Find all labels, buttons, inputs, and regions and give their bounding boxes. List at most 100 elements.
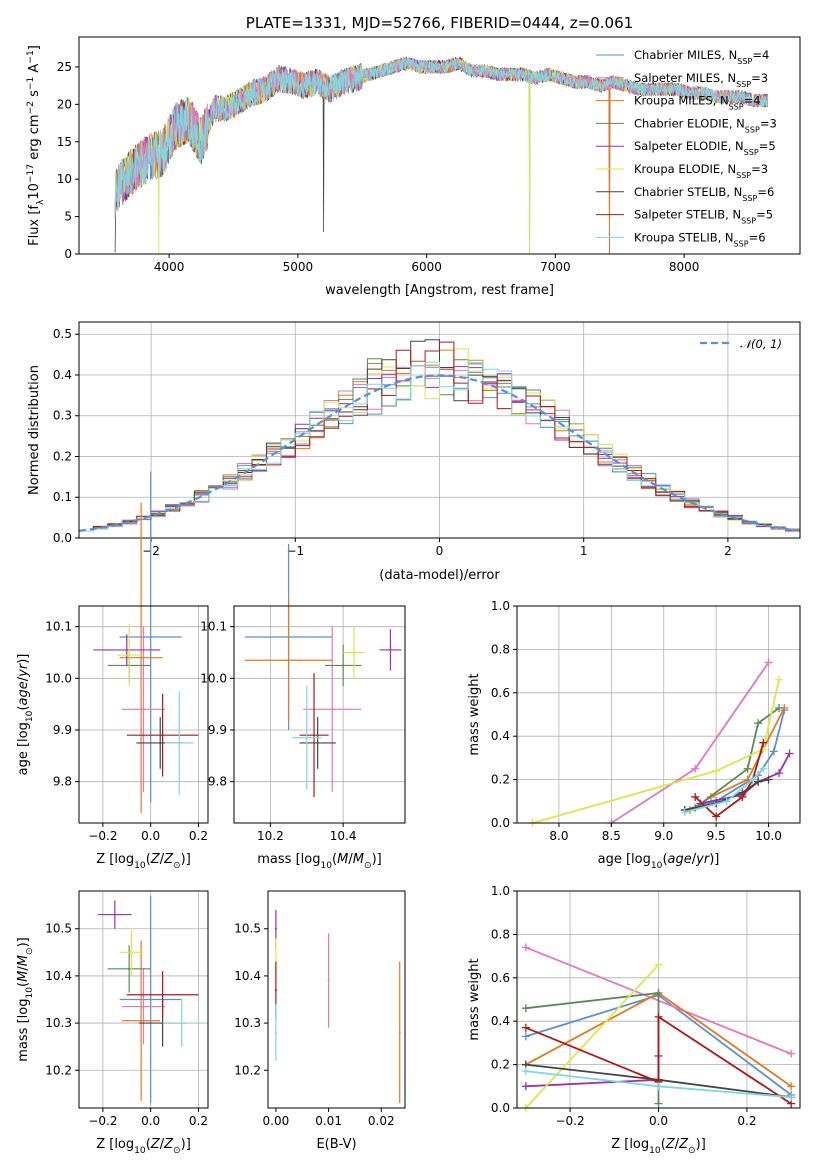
y-tick-label: 25: [57, 60, 72, 74]
y-tick-label: 10.4: [45, 969, 72, 983]
axes-frame: [233, 605, 406, 824]
y-axis-label: Normed distribution: [27, 365, 42, 495]
y-tick-label: 0.4: [491, 729, 510, 743]
text-part: )]: [372, 852, 382, 867]
y-tick-label: 0.2: [491, 773, 510, 787]
x-tick-label: 2: [724, 544, 732, 558]
y-tick-label: 15: [57, 135, 72, 149]
y-tick-label: 0.4: [53, 368, 72, 382]
text-part: SSP: [729, 102, 744, 111]
weight-marker: [712, 812, 721, 821]
text-part: =4: [744, 94, 761, 108]
x-tick-label: 0.01: [315, 1114, 342, 1128]
y-tick-label: 10.4: [234, 969, 261, 983]
text-part: yr: [16, 662, 31, 678]
y-tick-label: 0.8: [491, 927, 510, 941]
weight-marker: [654, 1082, 663, 1091]
x-tick-label: 0.0: [141, 829, 160, 843]
histogram-7: [79, 339, 800, 532]
text-part: mass [log: [257, 852, 320, 867]
x-tick-label: 0.2: [189, 1114, 208, 1128]
text-part: (: [332, 852, 337, 867]
plot-area-mass-vs-ebv: [274, 909, 401, 1104]
weight-marker: [654, 988, 663, 997]
text-part: /: [160, 1137, 165, 1152]
normal-curve: [78, 374, 798, 532]
y-tick-label: 10.5: [45, 922, 72, 936]
y-tick-label: 0.0: [491, 816, 510, 830]
text-part: −1: [26, 50, 36, 63]
legend-label: Chabrier ELODIE, NSSP=3: [634, 116, 777, 133]
text-part: /: [160, 852, 165, 867]
text-part: 10: [320, 861, 332, 871]
axes-frame: [516, 605, 801, 824]
text-part: λ: [36, 199, 46, 205]
x-tick-label: 10.2: [257, 829, 284, 843]
y-tick-label: 0.3: [53, 409, 72, 423]
axes-mass-vs-Z: −0.2 0.0 0.210.210.310.410.5Z [log10(Z/Z⊙)…: [16, 890, 209, 1156]
text-part: SSP: [734, 239, 749, 248]
weight-marker: [521, 1082, 530, 1091]
y-tick-label: 0.8: [491, 642, 510, 656]
data-point: [313, 734, 316, 737]
data-point: [149, 636, 152, 638]
text-part: /: [692, 852, 697, 867]
x-tick-label: 0.2: [189, 829, 208, 843]
data-point: [327, 979, 330, 982]
text-part: ⊙: [173, 1146, 181, 1156]
x-tick-label: 0: [436, 544, 444, 558]
text-part: Z: [150, 852, 161, 867]
y-tick-label: 1.0: [491, 884, 510, 898]
data-point: [305, 736, 308, 739]
text-part: Chabrier STELIB, N: [634, 185, 742, 199]
text-part: −1: [26, 77, 36, 90]
weight-marker: [691, 792, 700, 801]
data-point: [142, 1005, 145, 1008]
weight-marker: [775, 769, 784, 778]
data-point: [128, 654, 131, 657]
text-part: /: [16, 966, 31, 971]
text-part: Salpeter ELODIE, N: [634, 139, 744, 153]
text-part: =4: [752, 48, 769, 62]
weight-marker: [769, 747, 778, 756]
legend-label: Chabrier STELIB, NSSP=6: [634, 185, 774, 203]
x-tick-label: 0.0: [649, 1114, 668, 1128]
axes-age-vs-Z: −0.2 0.0 0.29.89.910.010.1Z [log10(Z/Z⊙)]a…: [16, 471, 209, 871]
data-point: [113, 913, 116, 916]
text-part: age: [668, 852, 692, 867]
data-point: [342, 664, 345, 667]
text-part: SSP: [741, 216, 756, 225]
text-part: (: [661, 1137, 666, 1152]
weight-marker: [759, 764, 768, 773]
x-axis-label: Z [log10(Z/Z⊙)]: [96, 852, 191, 871]
text-part: Z: [150, 1137, 161, 1152]
y-tick-label: 0.0: [53, 531, 72, 545]
y-tick-label: 10.2: [234, 1063, 261, 1077]
text-part: Z: [163, 852, 174, 867]
text-part: ⊙: [688, 1146, 696, 1156]
y-tick-label: 9.8: [208, 775, 227, 789]
text-part: 10: [651, 861, 663, 871]
x-tick-label: 0.02: [368, 1114, 395, 1128]
x-axis-label: E(B-V): [316, 1137, 356, 1152]
text-part: SSP: [745, 125, 760, 134]
weight-marker: [775, 703, 784, 712]
text-part: s: [27, 90, 42, 101]
text-part: (: [16, 982, 31, 987]
chart-title: PLATE=1331, MJD=52766, FIBERID=0444, z=0…: [246, 14, 633, 32]
y-tick-label: 0.6: [491, 971, 510, 985]
text-part: ]: [27, 45, 42, 50]
text-part: 10: [134, 1146, 146, 1156]
legend-label: 𝒩(0, 1): [740, 337, 782, 351]
weight-marker: [764, 658, 773, 667]
x-axis-label: (data-model)/error: [379, 568, 500, 583]
text-part: Z: [678, 1137, 689, 1152]
text-part: ⊙: [173, 861, 181, 871]
axes-mass-vs-ebv: 0.00 0.01 0.02 10.2 10.3 10.4 10.5 E(B-V): [234, 890, 406, 1152]
text-part: age [log: [598, 852, 651, 867]
weight-line-8: [525, 1015, 792, 1105]
text-part: mass [log: [16, 999, 31, 1062]
x-tick-label: 7000: [540, 260, 571, 274]
weight-marker: [691, 764, 700, 773]
